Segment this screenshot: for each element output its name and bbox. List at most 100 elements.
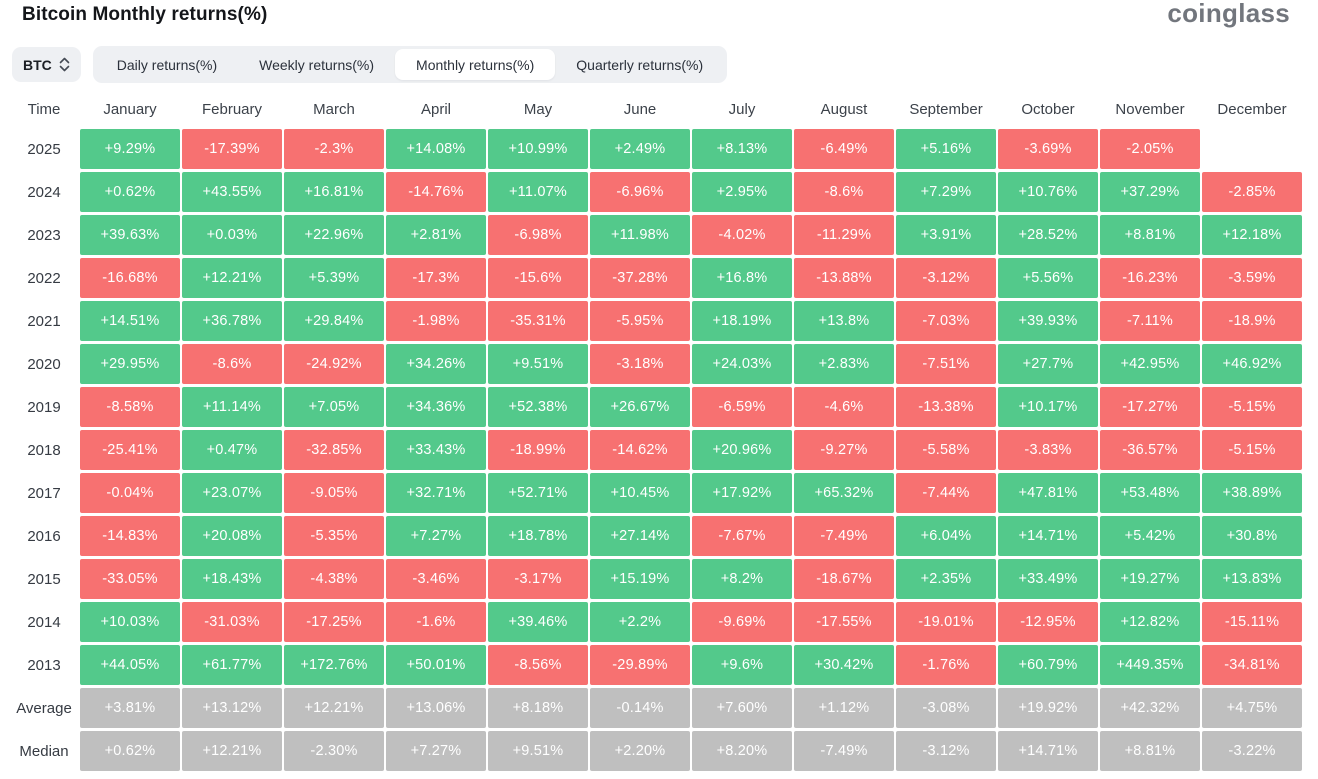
return-cell: +27.14%	[590, 516, 690, 556]
return-cell: +0.47%	[182, 430, 282, 470]
column-header-december: December	[1217, 101, 1287, 118]
table-row-2016: 2016 -14.83% +20.08% -5.35% +7.27% +18.78% +27…	[8, 516, 1318, 556]
symbol-select[interactable]: BTC	[12, 47, 81, 82]
return-cell: -5.58%	[896, 430, 996, 470]
return-cell: -33.05%	[80, 559, 180, 599]
return-cell: +16.81%	[284, 172, 384, 212]
row-label: Average	[16, 699, 72, 717]
return-cell: -5.35%	[284, 516, 384, 556]
return-cell: -14.83%	[80, 516, 180, 556]
return-cell: +12.18%	[1202, 215, 1302, 255]
return-cell: +7.29%	[896, 172, 996, 212]
return-cell: +2.20%	[590, 731, 690, 771]
row-label: 2020	[27, 355, 61, 373]
return-cell: -6.96%	[590, 172, 690, 212]
return-cell: +39.93%	[998, 301, 1098, 341]
return-cell: -7.51%	[896, 344, 996, 384]
return-cell: +10.03%	[80, 602, 180, 642]
return-cell: -1.98%	[386, 301, 486, 341]
return-cell: -17.55%	[794, 602, 894, 642]
return-cell: +23.07%	[182, 473, 282, 513]
return-cell: -7.67%	[692, 516, 792, 556]
tab-weekly-returns[interactable]: Weekly returns(%)	[238, 49, 395, 80]
tab-daily-returns[interactable]: Daily returns(%)	[96, 49, 238, 80]
return-cell: -24.92%	[284, 344, 384, 384]
return-cell: +39.46%	[488, 602, 588, 642]
return-cell: -15.6%	[488, 258, 588, 298]
return-cell: -31.03%	[182, 602, 282, 642]
return-cell: +28.52%	[998, 215, 1098, 255]
return-cell: -15.11%	[1202, 602, 1302, 642]
return-cell: +3.81%	[80, 688, 180, 728]
return-cell: +34.26%	[386, 344, 486, 384]
table-row-2023: 2023 +39.63% +0.03% +22.96% +2.81% -6.98% +11.…	[8, 215, 1318, 255]
return-cell: -18.67%	[794, 559, 894, 599]
column-header-january: January	[103, 101, 157, 118]
symbol-select-value: BTC	[23, 56, 52, 73]
return-cell: +19.92%	[998, 688, 1098, 728]
return-cell: -16.23%	[1100, 258, 1200, 298]
return-cell: +9.29%	[80, 129, 180, 169]
row-label: 2023	[27, 226, 61, 244]
tab-quarterly-returns[interactable]: Quarterly returns(%)	[555, 49, 724, 80]
column-header-march: March	[313, 101, 355, 118]
return-cell: +8.81%	[1100, 731, 1200, 771]
return-cell: +36.78%	[182, 301, 282, 341]
return-cell: -2.85%	[1202, 172, 1302, 212]
return-cell: -34.81%	[1202, 645, 1302, 685]
row-label: 2016	[27, 527, 61, 545]
return-cell: -3.18%	[590, 344, 690, 384]
return-cell: -13.38%	[896, 387, 996, 427]
return-cell: +9.6%	[692, 645, 792, 685]
return-cell: -8.56%	[488, 645, 588, 685]
return-cell: +10.17%	[998, 387, 1098, 427]
table-row-2020: 2020 +29.95% -8.6% -24.92% +34.26% +9.51% -3.1…	[8, 344, 1318, 384]
return-cell: -17.25%	[284, 602, 384, 642]
table-row-2021: 2021 +14.51% +36.78% +29.84% -1.98% -35.31% -5…	[8, 301, 1318, 341]
return-cell: +13.12%	[182, 688, 282, 728]
row-label: 2014	[27, 613, 61, 631]
return-cell: -6.98%	[488, 215, 588, 255]
return-cell: -29.89%	[590, 645, 690, 685]
row-label: 2019	[27, 398, 61, 416]
row-label: 2018	[27, 441, 61, 459]
return-cell: -4.02%	[692, 215, 792, 255]
return-cell: +18.78%	[488, 516, 588, 556]
return-cell: -9.27%	[794, 430, 894, 470]
column-header-time: Time	[27, 101, 61, 118]
return-cell: -7.03%	[896, 301, 996, 341]
tab-monthly-returns[interactable]: Monthly returns(%)	[395, 49, 556, 80]
return-cell: +12.21%	[182, 731, 282, 771]
return-cell: -4.38%	[284, 559, 384, 599]
table-row-average: Average +3.81% +13.12% +12.21% +13.06% +8.18%…	[8, 688, 1318, 728]
return-cell: +172.76%	[284, 645, 384, 685]
return-cell: -3.83%	[998, 430, 1098, 470]
row-label: 2017	[27, 484, 61, 502]
return-cell: +20.96%	[692, 430, 792, 470]
return-cell: -37.28%	[590, 258, 690, 298]
controls-row: BTC Daily returns(%) Weekly returns(%) Mon…	[12, 46, 1318, 83]
return-cell: +8.20%	[692, 731, 792, 771]
return-cell: -18.9%	[1202, 301, 1302, 341]
return-cell: +29.95%	[80, 344, 180, 384]
page-title: Bitcoin Monthly returns(%)	[22, 4, 268, 25]
return-cell: +33.49%	[998, 559, 1098, 599]
return-cell: -7.11%	[1100, 301, 1200, 341]
return-cell: +17.92%	[692, 473, 792, 513]
return-cell: -5.15%	[1202, 387, 1302, 427]
return-cell: +26.67%	[590, 387, 690, 427]
chevron-up-down-icon	[59, 57, 70, 72]
return-cell: +16.8%	[692, 258, 792, 298]
table-row-2024: 2024 +0.62% +43.55% +16.81% -14.76% +11.07% -6…	[8, 172, 1318, 212]
return-cell: +14.51%	[80, 301, 180, 341]
table-row-2019: 2019 -8.58% +11.14% +7.05% +34.36% +52.38% +26…	[8, 387, 1318, 427]
column-header-august: August	[820, 101, 868, 118]
return-cell: -14.62%	[590, 430, 690, 470]
return-cell: -11.29%	[794, 215, 894, 255]
return-cell: +14.71%	[998, 516, 1098, 556]
return-cell: -6.59%	[692, 387, 792, 427]
return-cell: -5.95%	[590, 301, 690, 341]
return-cell: +33.43%	[386, 430, 486, 470]
return-cell: +5.16%	[896, 129, 996, 169]
return-cell: +0.62%	[80, 172, 180, 212]
